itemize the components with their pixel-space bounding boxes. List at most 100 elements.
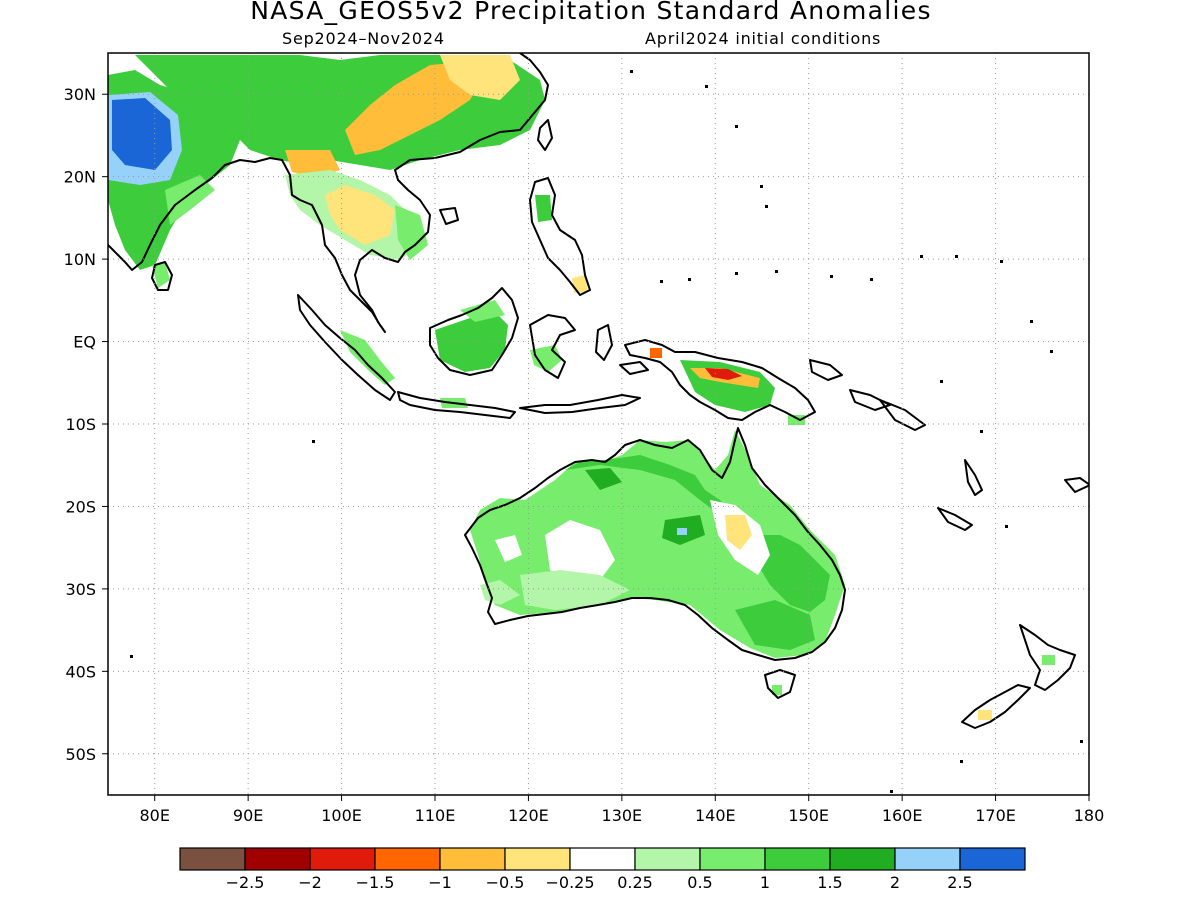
anomaly-region-china-dry	[345, 62, 485, 155]
coast-taiwan	[537, 119, 553, 151]
coast-solomons	[879, 399, 926, 431]
lat-label: 10N	[64, 250, 96, 269]
colorbar-label: 2	[890, 873, 900, 892]
anomaly-region-borneo-light	[460, 300, 505, 322]
lat-label: 30N	[64, 85, 96, 104]
colorbar-label: −0.5	[486, 873, 525, 892]
lon-label: 110E	[415, 806, 456, 825]
longitude-labels: 80E 90E 100E 110E 120E 130E 140E 150E 160E 170E 18…	[139, 806, 1104, 825]
lon-label: 130E	[602, 806, 643, 825]
colorbar-swatch	[179, 847, 246, 871]
colorbar-swatch	[699, 847, 766, 871]
anomaly-region-australia-east-wet	[735, 600, 815, 650]
coast-asia-mainland	[108, 53, 549, 333]
coast-tasmania	[764, 669, 796, 699]
anomaly-region-nz-south	[978, 710, 992, 720]
colorbar-swatch	[894, 847, 961, 871]
colorbar-swatch	[504, 847, 571, 871]
colorbar-label: 0.25	[617, 873, 653, 892]
small-islands	[130, 70, 1083, 793]
anomaly-region-australia-white	[545, 520, 615, 585]
coastlines	[108, 53, 1089, 729]
forecast-period: Sep2024–Nov2024	[282, 29, 445, 48]
colorbar-label: 1.5	[817, 873, 842, 892]
colorbar-swatch	[439, 847, 506, 871]
colorbar-swatch	[309, 847, 376, 871]
anomaly-region-png-east	[788, 415, 805, 425]
coast-nz-north	[1019, 624, 1076, 691]
lat-label: 30S	[65, 580, 96, 599]
coast-java	[397, 391, 516, 419]
colorbar-swatch	[959, 847, 1026, 871]
anomaly-shading	[108, 55, 1055, 720]
anomaly-region-australia-dark	[585, 468, 622, 490]
anomaly-region-srilanka	[152, 262, 170, 288]
anomaly-region-tibet-max	[112, 98, 172, 170]
anomaly-region-australia-light2	[480, 580, 520, 605]
anomaly-region-australia-white3	[495, 535, 522, 562]
anomaly-region-australia-wet	[565, 455, 830, 612]
coast-srilanka	[151, 261, 173, 291]
lat-label: EQ	[73, 333, 96, 352]
coast-philippines	[529, 177, 591, 296]
lon-label: 80E	[139, 806, 169, 825]
anomaly-region-tasmania	[772, 685, 782, 695]
colorbar-swatch	[829, 847, 896, 871]
anomaly-region-bird-head	[650, 348, 662, 358]
colorbar-label: 2.5	[947, 873, 972, 892]
anomaly-region-borneo	[435, 312, 508, 372]
coast-lesser-sunda	[519, 394, 641, 414]
colorbar-swatch	[634, 847, 701, 871]
coast-bismarck	[809, 359, 891, 411]
lon-label: 160E	[882, 806, 923, 825]
colorbar-swatch	[244, 847, 311, 871]
anomaly-region-newguinea-max	[705, 368, 742, 380]
lon-label: 100E	[321, 806, 362, 825]
coast-sulawesi	[529, 314, 576, 379]
latitude-labels: 30N 20N 10N EQ 10S 20S 30S 40S 50S	[64, 85, 96, 764]
initial-conditions: April2024 initial conditions	[645, 29, 882, 48]
colorbar-label: 0.5	[687, 873, 712, 892]
coast-moluccas	[595, 324, 649, 375]
anomaly-region-australia-blue	[677, 528, 687, 535]
coast-nz-south	[961, 684, 1031, 729]
colorbar-label: −1.5	[356, 873, 395, 892]
coast-australia	[464, 427, 846, 661]
lon-label: 170E	[975, 806, 1016, 825]
graticule	[102, 53, 1090, 801]
lat-label: 50S	[65, 745, 96, 764]
colorbar-swatch	[569, 847, 636, 871]
colorbar-label: −0.25	[545, 873, 594, 892]
colorbar-label: 1	[760, 873, 770, 892]
colorbar-label: −1	[428, 873, 452, 892]
lon-label: 90E	[233, 806, 263, 825]
colorbar-label: −2	[298, 873, 322, 892]
colorbar-swatch	[374, 847, 441, 871]
lat-label: 40S	[65, 662, 96, 681]
anomaly-region-australia-light	[520, 570, 630, 610]
coast-vanuatu	[964, 459, 983, 496]
anomaly-region-australia-dry	[725, 515, 752, 550]
anomaly-region-thailand-dry	[325, 185, 395, 245]
colorbar-label: −2.5	[226, 873, 265, 892]
anomaly-region-sumatra	[340, 330, 395, 385]
lon-label: 180	[1074, 806, 1105, 825]
anomaly-region-luzon	[535, 195, 552, 222]
coast-hainan	[439, 207, 459, 225]
anomaly-region-china-dry-light	[440, 55, 520, 100]
colorbar: −2.5 −2 −1.5 −1 −0.5 −0.25 0.25 0.5 1 1.5 2 2.5	[179, 847, 1026, 892]
lat-label: 20S	[65, 497, 96, 516]
anomaly-region-vietnam	[395, 205, 428, 260]
map-frame	[107, 52, 1090, 796]
coast-newguinea	[624, 339, 816, 421]
lon-label: 150E	[788, 806, 829, 825]
anomaly-region-nz-north	[1042, 655, 1055, 665]
coast-new-caledonia	[937, 507, 973, 531]
lat-label: 10S	[65, 415, 96, 434]
coast-borneo	[429, 287, 519, 376]
anomaly-region-india-light	[165, 175, 215, 225]
map-title: NASA_GEOS5v2 Precipitation Standard Anom…	[250, 0, 932, 25]
lon-label: 140E	[695, 806, 736, 825]
coast-sumatra	[297, 294, 396, 401]
